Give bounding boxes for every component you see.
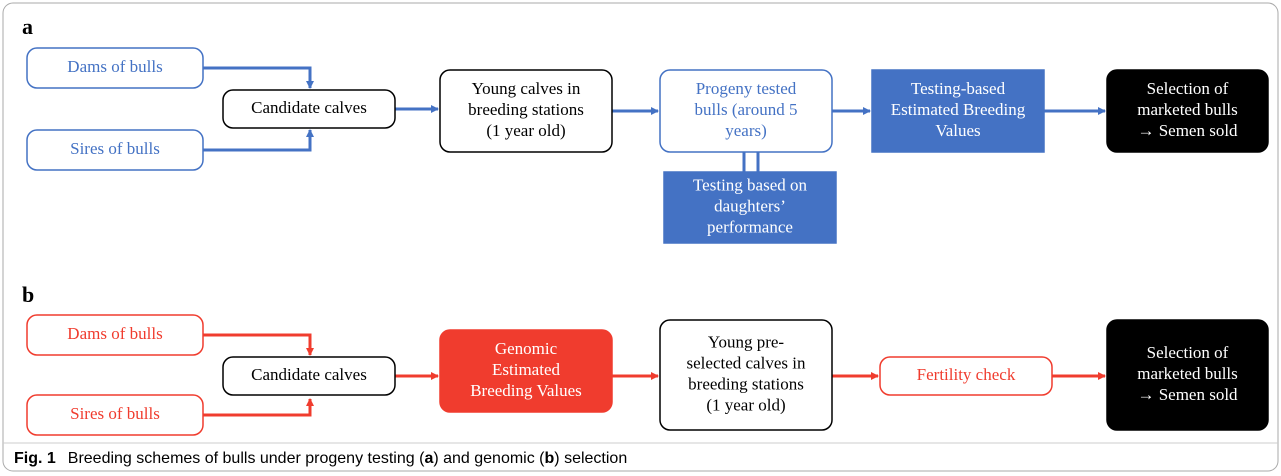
- caption-text: a: [424, 450, 433, 467]
- node-line: Estimated: [492, 360, 560, 379]
- node-text: Selection of marketed bulls → Semen sold: [1137, 343, 1238, 404]
- node: Young pre-selected calves in breeding sta…: [659, 319, 833, 431]
- arrow: [203, 66, 314, 89]
- node-box: [879, 356, 1053, 396]
- node-line: selected calves in: [687, 353, 806, 372]
- node-line: Selection of: [1147, 343, 1229, 362]
- node-text: Selection of marketed bulls → Semen sold: [1137, 79, 1238, 140]
- caption-text: b: [545, 450, 555, 467]
- node: Dams of bulls: [26, 47, 204, 89]
- node-line: marketed bulls: [1137, 100, 1238, 119]
- node: Candidate calves: [222, 89, 396, 129]
- node-box: [1106, 69, 1269, 153]
- node-line: Genomic: [495, 339, 558, 358]
- node-line: Testing based on: [693, 175, 808, 194]
- node-box: [26, 129, 204, 171]
- node-box: [663, 171, 837, 244]
- node-text: Candidate calves: [251, 365, 367, 384]
- node-text: Young pre-selected calves in breeding sta…: [687, 332, 806, 414]
- caption-text: ) selection: [554, 450, 627, 467]
- node: Dams of bulls: [26, 314, 204, 356]
- node-text: Progeny tested bulls (around 5 years): [695, 79, 798, 140]
- node-line: Fertility check: [917, 365, 1016, 384]
- node-line: Young calves in: [472, 79, 581, 98]
- node-text: Young calves in breeding stations (1 year …: [468, 79, 584, 140]
- node: Sires of bulls: [26, 394, 204, 436]
- node-box: [26, 47, 204, 89]
- caption-text: ) and genomic (: [433, 450, 545, 467]
- node-box: [26, 394, 204, 436]
- node: Progeny tested bulls (around 5 years): [659, 69, 833, 153]
- node-box: [439, 69, 613, 153]
- node-box: [659, 69, 833, 153]
- node-line: Young pre-: [708, 332, 785, 351]
- node: Candidate calves: [222, 356, 396, 396]
- node-line: performance: [707, 217, 793, 236]
- node-line: Candidate calves: [251, 98, 367, 117]
- node-line: Selection of: [1147, 79, 1229, 98]
- node-line: Values: [935, 121, 980, 140]
- node-text: Fertility check: [917, 365, 1016, 384]
- node-text: Candidate calves: [251, 98, 367, 117]
- node-box: [1106, 319, 1269, 431]
- node-line: daughters’: [714, 196, 786, 215]
- caption-label: Fig. 1: [14, 450, 56, 467]
- caption-text: Breeding schemes of bulls under progeny …: [68, 450, 425, 467]
- node-text: Genomic Estimated Breeding Values: [470, 339, 582, 400]
- node-line: Sires of bulls: [70, 404, 160, 423]
- node-line: Breeding Values: [470, 381, 582, 400]
- arrow: [203, 398, 314, 417]
- connector: [742, 152, 760, 172]
- node: Young calves in breeding stations (1 year …: [439, 69, 613, 153]
- node: Selection of marketed bulls → Semen sold: [1106, 319, 1269, 431]
- node-line: (1 year old): [486, 121, 565, 140]
- node-box: [439, 329, 613, 413]
- arrow: [203, 129, 314, 152]
- node-line: bulls (around 5: [695, 100, 798, 119]
- node: Fertility check: [879, 356, 1053, 396]
- node-box: [26, 314, 204, 356]
- node-text: Testing based on daughters’ performance: [693, 175, 808, 236]
- arrows: [203, 66, 1106, 417]
- node: Testing-based Estimated Breeding Values: [871, 69, 1045, 153]
- node-line: breeding stations: [688, 374, 804, 393]
- node-line: → Semen sold: [1137, 385, 1238, 404]
- node-line: Sires of bulls: [70, 139, 160, 158]
- node-text: Sires of bulls: [70, 139, 160, 158]
- node-line: (1 year old): [706, 395, 785, 414]
- node: Testing based on daughters’ performance: [663, 171, 837, 244]
- node: Genomic Estimated Breeding Values: [439, 329, 613, 413]
- node-line: Progeny tested: [696, 79, 797, 98]
- caption: Fig. 1 Breeding schemes of bulls under pr…: [14, 450, 627, 467]
- node-text: Testing-based Estimated Breeding Values: [891, 79, 1026, 140]
- node-text: Dams of bulls: [67, 57, 162, 76]
- arrow: [203, 333, 314, 356]
- node: Selection of marketed bulls → Semen sold: [1106, 69, 1269, 153]
- node-box: [222, 356, 396, 396]
- node-line: Candidate calves: [251, 365, 367, 384]
- node-box: [871, 69, 1045, 153]
- panel-label: b: [22, 282, 34, 307]
- node-line: → Semen sold: [1137, 121, 1238, 140]
- panel-label: a: [22, 14, 33, 39]
- node: Sires of bulls: [26, 129, 204, 171]
- node-line: years): [725, 121, 767, 140]
- node-text: Dams of bulls: [67, 324, 162, 343]
- node-line: Dams of bulls: [67, 324, 162, 343]
- node-line: Estimated Breeding: [891, 100, 1026, 119]
- node-box: [659, 319, 833, 431]
- node-line: breeding stations: [468, 100, 584, 119]
- node-line: Dams of bulls: [67, 57, 162, 76]
- node-line: marketed bulls: [1137, 364, 1238, 383]
- node-text: Sires of bulls: [70, 404, 160, 423]
- node-box: [222, 89, 396, 129]
- node-line: Testing-based: [911, 79, 1006, 98]
